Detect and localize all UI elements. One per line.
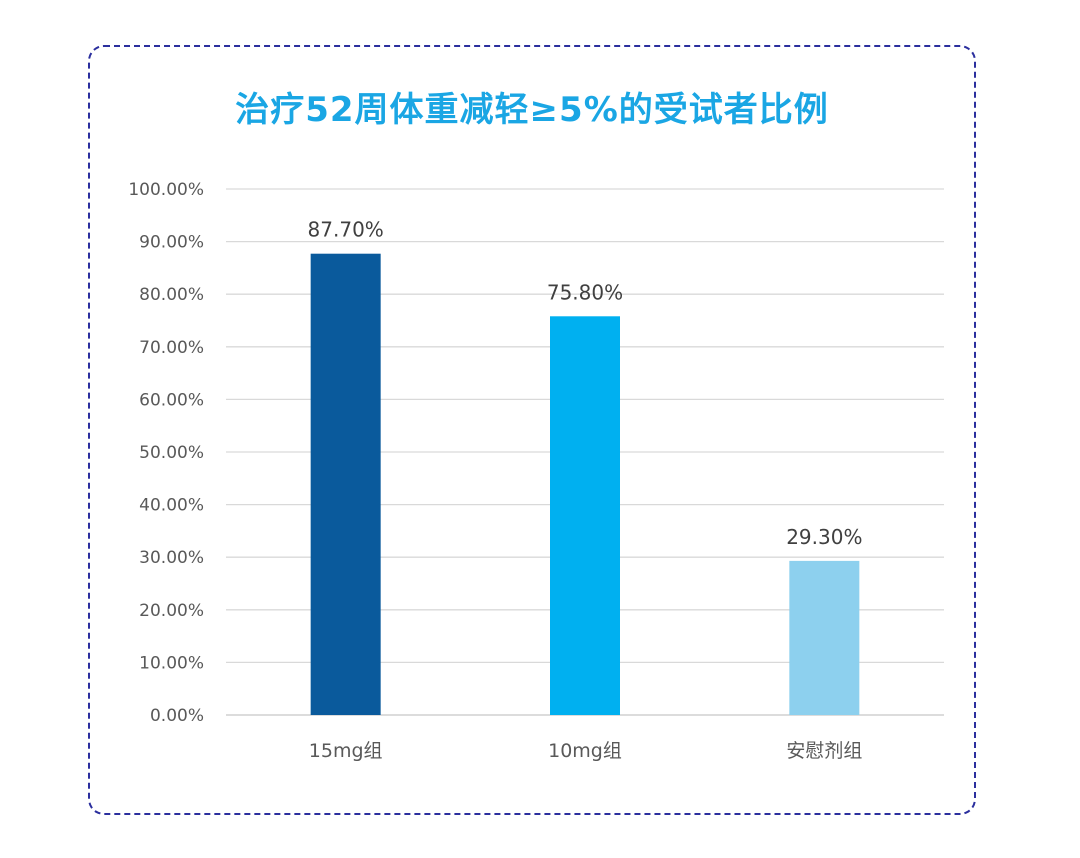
chart-frame <box>88 45 976 815</box>
category-label: 10mg组 <box>548 740 622 762</box>
category-label: 15mg组 <box>309 740 383 762</box>
y-tick-label: 20.00% <box>139 601 204 621</box>
y-tick-label: 70.00% <box>139 338 204 358</box>
y-tick-label: 100.00% <box>128 180 204 200</box>
category-label: 安慰剂组 <box>786 740 862 762</box>
y-tick-label: 80.00% <box>139 285 204 305</box>
y-tick-label: 60.00% <box>139 390 204 410</box>
bar <box>789 560 860 715</box>
chart-title: 治疗52周体重减轻≥5%的受试者比例 <box>235 90 829 130</box>
data-label: 75.80% <box>547 280 623 304</box>
y-tick-label: 30.00% <box>139 548 204 568</box>
bar <box>310 253 381 715</box>
y-tick-label: 10.00% <box>139 653 204 673</box>
data-label: 87.70% <box>308 218 384 242</box>
y-tick-label: 40.00% <box>139 496 204 516</box>
y-tick-label: 50.00% <box>139 443 204 463</box>
data-label: 29.30% <box>786 525 862 549</box>
y-tick-label: 90.00% <box>139 233 204 253</box>
bar <box>550 316 620 715</box>
y-tick-label: 0.00% <box>150 706 204 726</box>
